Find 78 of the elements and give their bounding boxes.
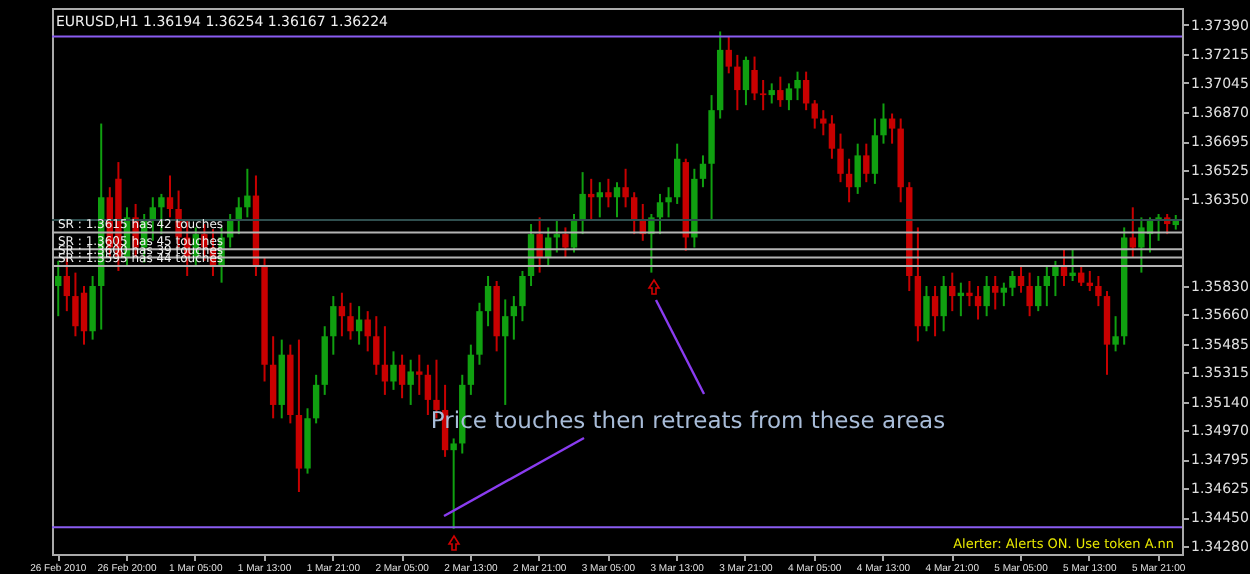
candlestick (863, 142, 870, 184)
candlestick (596, 181, 604, 219)
candlestick (949, 271, 956, 313)
candlestick (484, 274, 492, 328)
candlestick (390, 350, 397, 391)
candlestick (777, 75, 784, 108)
candlestick (330, 295, 337, 356)
candlestick (1035, 274, 1042, 313)
candlestick (467, 343, 475, 396)
candlestick (1052, 259, 1059, 298)
candlestick (845, 157, 853, 204)
candlestick (502, 298, 509, 406)
candlestick (880, 102, 887, 145)
candlestick (55, 259, 62, 318)
candlestick (923, 285, 930, 333)
candlestick (269, 335, 277, 420)
candlestick (742, 55, 750, 107)
candlestick (80, 285, 88, 346)
candlestick (966, 280, 973, 308)
candlestick (1026, 271, 1033, 318)
candlestick (338, 291, 346, 338)
candlestick (579, 171, 586, 236)
candlestick (613, 181, 621, 219)
candlestick (759, 79, 767, 112)
candlestick (992, 274, 999, 311)
candlestick (888, 112, 896, 145)
candlestick (725, 35, 732, 75)
candlestick (450, 437, 457, 530)
candlestick (768, 82, 775, 105)
candlestick (931, 285, 939, 338)
candlestick (519, 269, 526, 323)
candlestick (802, 70, 810, 112)
candlestick (562, 226, 569, 259)
candlestick (373, 315, 380, 376)
candlestick (1138, 216, 1145, 274)
candlestick (1069, 248, 1076, 282)
candlestick (820, 109, 827, 137)
candlestick (398, 353, 406, 400)
candlestick (536, 216, 543, 274)
candlestick (1043, 264, 1051, 308)
candlestick (974, 285, 982, 321)
candlestick (828, 114, 836, 160)
candlestick (72, 271, 79, 338)
candlestick (89, 274, 96, 341)
candlestick (794, 70, 801, 102)
candlestick (424, 363, 432, 416)
candlestick (871, 117, 879, 185)
candlestick (1000, 281, 1008, 308)
candlestick (244, 167, 251, 219)
candlestick (605, 177, 612, 209)
candlestick (622, 167, 629, 209)
candlestick (734, 53, 741, 112)
candlestick (665, 186, 672, 219)
candlestick (407, 358, 414, 406)
candlestick (811, 99, 818, 130)
candlestick (656, 192, 664, 236)
candlestick (312, 373, 320, 425)
candlestick (940, 274, 947, 333)
candlestick (1017, 264, 1025, 294)
candlestick (751, 55, 758, 102)
candlestick (673, 142, 681, 205)
candlestick (837, 132, 844, 184)
candlestick (364, 310, 371, 353)
candlestick (983, 274, 990, 318)
candlestick (476, 301, 483, 366)
candlestick (699, 154, 707, 189)
candlestick (347, 301, 354, 341)
candlestick (510, 295, 518, 341)
candlestick (1129, 206, 1136, 259)
candlestick (1095, 274, 1102, 308)
candlestick (1078, 264, 1085, 288)
candlestick (416, 353, 423, 396)
candlestick (854, 142, 861, 195)
candlestick (1112, 315, 1119, 353)
candlestick (785, 82, 793, 112)
candlestick (1009, 269, 1016, 298)
candlestick (381, 325, 389, 396)
candlestick (166, 174, 174, 219)
